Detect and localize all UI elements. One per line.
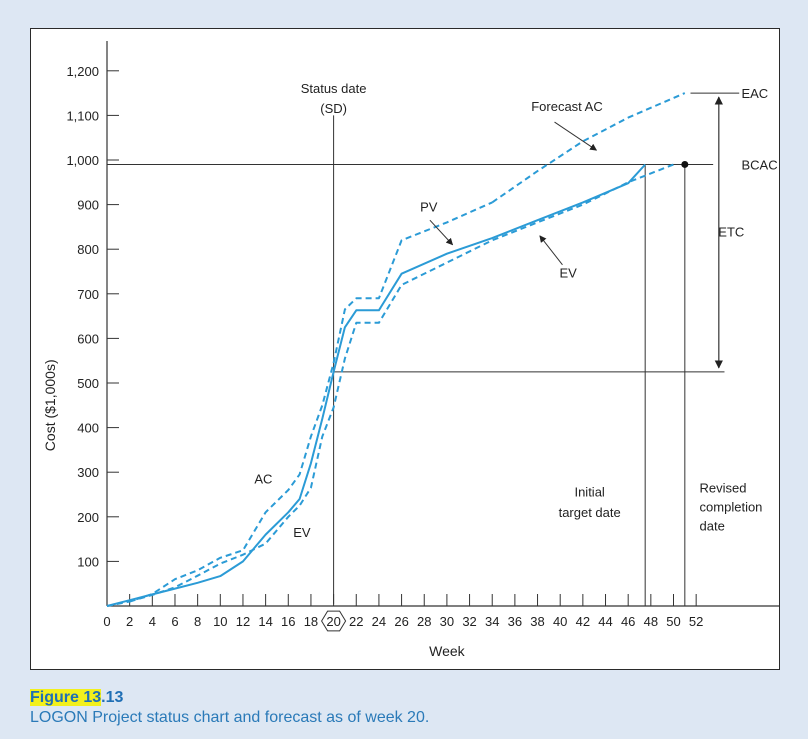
y-axis-title: Cost ($1,000s) — [42, 359, 58, 451]
y-tick-label: 600 — [77, 331, 99, 346]
initial-target-label-sub: target date — [559, 505, 621, 520]
y-tick-label: 700 — [77, 287, 99, 302]
forecast-ac-label: Forecast AC — [531, 99, 603, 114]
eac-label: EAC — [741, 86, 768, 101]
pv-pointer — [429, 219, 454, 246]
ev-label-lower: EV — [293, 525, 311, 540]
revised-completion-label-3: date — [700, 519, 725, 534]
chart-frame: 100 200 300 400 500 600 700 800 900 1,000 1,100 1,2… — [30, 28, 780, 670]
x-tick-label: 4 — [149, 614, 156, 629]
x-tick-label: 46 — [621, 614, 635, 629]
series-forecast-ac — [491, 92, 686, 204]
x-tick-label: 14 — [258, 614, 272, 629]
x-tick-label: 42 — [576, 614, 590, 629]
x-tick-label: 44 — [598, 614, 612, 629]
y-tick-label: 1,100 — [66, 108, 99, 123]
x-tick-label: 0 — [103, 614, 110, 629]
y-tick-label: 500 — [77, 376, 99, 391]
y-tick-label: 300 — [77, 465, 99, 480]
revised-completion-label-2: completion — [700, 499, 763, 514]
initial-target-label: Initial — [574, 485, 604, 500]
revised-completion-point — [681, 160, 689, 168]
y-tick-label: 800 — [77, 242, 99, 257]
bcac-label: BCAC — [741, 157, 777, 172]
pv-label: PV — [420, 199, 438, 214]
x-tick-label: 12 — [236, 614, 250, 629]
y-tick-label: 100 — [77, 554, 99, 569]
x-tick-label: 34 — [485, 614, 499, 629]
status-date-label-sub: (SD) — [320, 101, 347, 116]
ev-pointer — [539, 235, 563, 266]
x-tick-label: 48 — [644, 614, 658, 629]
etc-label: ETC — [718, 224, 744, 239]
figure-caption-text: LOGON Project status chart and forecast … — [30, 709, 430, 726]
y-tick-label: 900 — [77, 198, 99, 213]
y-tick-label: 1,200 — [66, 64, 99, 79]
x-tick-label: 26 — [394, 614, 408, 629]
x-tick-label: 36 — [508, 614, 522, 629]
x-tick-label: 22 — [349, 614, 363, 629]
x-tick-label: 2 — [126, 614, 133, 629]
x-axis-title: Week — [429, 643, 466, 659]
x-tick-label: 10 — [213, 614, 227, 629]
x-tick-label: 52 — [689, 614, 703, 629]
x-tick-label: 6 — [171, 614, 178, 629]
x-tick-label: 38 — [530, 614, 544, 629]
forecast-ac-pointer — [554, 121, 598, 151]
x-tick-label: 20 — [326, 614, 340, 629]
y-tick-label: 1,000 — [66, 153, 99, 168]
x-tick-label: 28 — [417, 614, 431, 629]
figure-number-suffix: .13 — [101, 689, 124, 706]
x-tick-label: 50 — [666, 614, 680, 629]
x-tick-label: 32 — [462, 614, 476, 629]
ac-label-lower: AC — [254, 471, 272, 486]
x-tick-label: 18 — [304, 614, 318, 629]
y-tick-label: 400 — [77, 421, 99, 436]
revised-completion-label: Revised — [700, 480, 747, 495]
x-tick-label: 16 — [281, 614, 295, 629]
x-tick-label: 8 — [194, 614, 201, 629]
series-ac — [106, 201, 493, 607]
x-tick-label: 30 — [440, 614, 454, 629]
status-chart: 1002003004005006007008009001,0001,1001,2… — [42, 41, 779, 659]
ev-label-upper: EV — [559, 265, 577, 280]
figure-number-highlighted: Figure 13 — [30, 689, 102, 706]
x-tick-label: 24 — [372, 614, 386, 629]
y-tick-label: 200 — [77, 510, 99, 525]
status-date-label: Status date — [301, 81, 367, 96]
series-pv — [106, 163, 646, 607]
x-tick-label: 40 — [553, 614, 567, 629]
status-date-tick-hexagon — [321, 610, 347, 632]
series-ev — [129, 163, 674, 603]
figure-caption: Figure 13.13 LOGON Project status chart … — [30, 688, 429, 728]
